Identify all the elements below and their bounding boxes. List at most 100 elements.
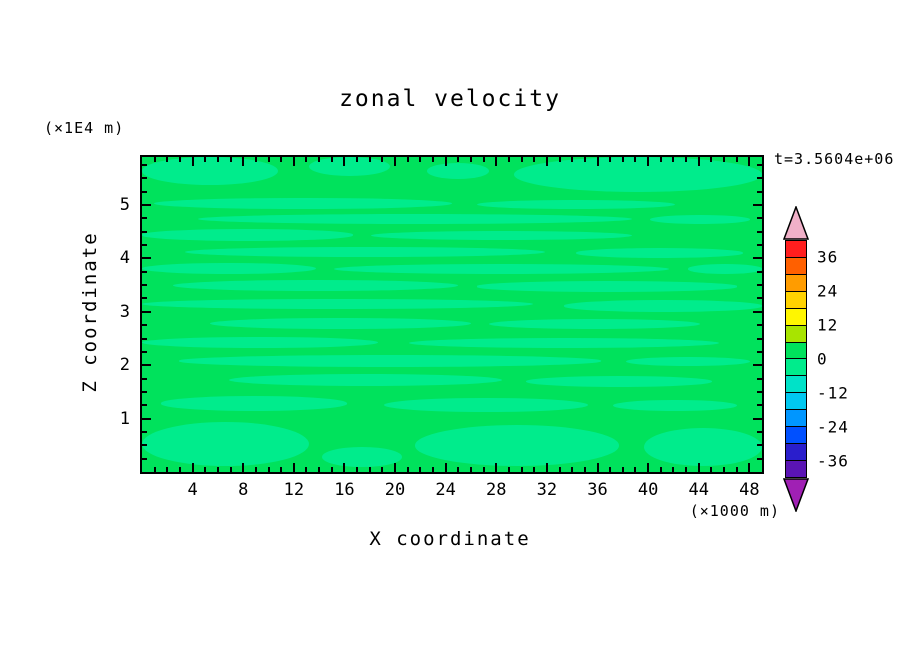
- colorbar-labels: 36 24 12 0 -12 -24 -36: [817, 240, 887, 478]
- x-tick-mark: [166, 467, 169, 472]
- contour-streak: [514, 157, 762, 192]
- x-tick-mark: [672, 467, 675, 472]
- y-tick-mark: [757, 177, 762, 180]
- x-tick-label: 12: [283, 480, 305, 500]
- colorbar-segment: [786, 342, 806, 360]
- x-axis-unit-label: (×1000 m): [689, 502, 780, 520]
- y-tick-mark: [757, 284, 762, 287]
- x-tick-label: 20: [384, 480, 406, 500]
- y-tick-mark: [142, 377, 147, 380]
- time-stamp-label: t=3.5604e+06: [774, 150, 895, 168]
- y-tick-mark: [142, 257, 151, 260]
- x-tick-label: 28: [486, 480, 507, 500]
- contour-streak: [563, 300, 762, 312]
- contour-streak: [476, 199, 676, 209]
- y-tick-mark: [757, 270, 762, 273]
- x-tick-mark: [444, 463, 447, 472]
- x-tick-mark: [507, 467, 510, 472]
- x-tick-mark: [482, 157, 485, 162]
- y-tick-mark: [142, 297, 147, 300]
- colorbar-segment: [786, 257, 806, 275]
- x-tick-mark: [216, 467, 219, 472]
- x-tick-mark: [292, 463, 295, 472]
- contour-streak: [160, 396, 347, 411]
- x-tick-mark: [292, 157, 295, 166]
- x-tick-mark: [343, 157, 346, 166]
- x-tick-label: 16: [334, 480, 355, 500]
- y-tick-mark: [757, 164, 762, 166]
- y-tick-mark: [142, 230, 147, 233]
- x-tick-mark: [305, 467, 308, 472]
- y-tick-mark: [757, 444, 762, 447]
- colorbar-segment: [786, 291, 806, 309]
- contour-streak: [414, 424, 620, 466]
- x-tick-mark: [267, 157, 270, 162]
- colorbar-bar: [785, 240, 807, 478]
- x-tick-label: 32: [536, 480, 558, 500]
- x-tick-mark: [242, 463, 245, 472]
- x-tick-mark: [469, 467, 472, 472]
- x-tick-mark: [609, 157, 612, 162]
- x-tick-mark: [280, 157, 283, 162]
- y-tick-mark: [142, 390, 147, 393]
- x-tick-label: 24: [435, 480, 456, 500]
- y-tick-mark: [142, 190, 147, 193]
- x-tick-mark: [685, 467, 688, 472]
- y-tick-mark: [142, 244, 147, 247]
- x-tick-label: 40: [637, 480, 659, 500]
- x-tick-mark: [216, 157, 219, 162]
- x-tick-mark: [571, 467, 574, 472]
- x-tick-label: 8: [238, 480, 249, 500]
- x-tick-mark: [419, 467, 422, 472]
- y-tick-label: 2: [119, 355, 130, 376]
- x-tick-mark: [280, 467, 283, 472]
- x-tick-mark: [254, 467, 257, 472]
- x-tick-mark: [685, 157, 688, 162]
- colorbar-tick-label: 12: [817, 315, 839, 335]
- x-tick-mark: [748, 157, 751, 166]
- x-tick-mark: [558, 157, 561, 162]
- x-tick-mark: [533, 157, 536, 162]
- y-tick-mark: [757, 244, 762, 247]
- x-tick-mark: [558, 467, 561, 472]
- x-tick-mark: [394, 157, 397, 166]
- x-tick-mark: [191, 157, 194, 166]
- contour-streak: [173, 279, 459, 292]
- x-tick-mark: [710, 467, 713, 472]
- contour-streak: [687, 264, 762, 274]
- contour-streak: [197, 213, 632, 224]
- y-tick-mark: [757, 457, 762, 460]
- y-tick-mark: [142, 310, 151, 313]
- colorbar-segment: [786, 460, 806, 477]
- x-tick-mark: [406, 157, 409, 162]
- x-tick-mark: [723, 157, 726, 162]
- x-tick-mark: [659, 157, 662, 162]
- x-tick-mark: [267, 467, 270, 472]
- x-tick-mark: [621, 467, 624, 472]
- y-tick-mark: [142, 417, 151, 420]
- contour-streak: [650, 215, 750, 225]
- x-tick-mark: [520, 157, 523, 162]
- x-tick-mark: [457, 157, 460, 162]
- colorbar-segment: [786, 241, 806, 258]
- x-tick-mark: [647, 157, 650, 166]
- x-tick-mark: [330, 157, 333, 162]
- colorbar-segment: [786, 410, 806, 428]
- contour-streak: [644, 427, 762, 466]
- x-tick-mark: [697, 157, 700, 166]
- y-tick-mark: [757, 404, 762, 407]
- x-tick-mark: [545, 157, 548, 166]
- x-tick-mark: [381, 467, 384, 472]
- colorbar-segment: [786, 393, 806, 411]
- x-tick-mark: [634, 157, 637, 162]
- x-tick-mark: [318, 157, 321, 162]
- contour-streak: [142, 157, 279, 186]
- x-tick-mark: [153, 157, 156, 162]
- x-tick-mark: [254, 157, 257, 162]
- contour-streak: [427, 163, 490, 180]
- contour-streak: [408, 338, 719, 349]
- y-tick-label: 4: [119, 248, 130, 269]
- contour-streak: [154, 197, 452, 210]
- contour-streak: [489, 319, 700, 330]
- y-tick-mark: [142, 177, 147, 180]
